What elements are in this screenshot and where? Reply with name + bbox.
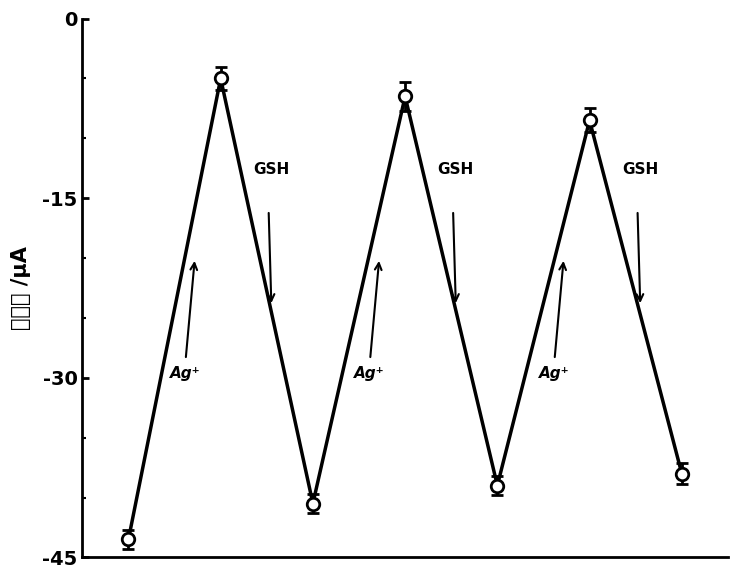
Text: Ag⁺: Ag⁺ <box>355 366 385 381</box>
Text: GSH: GSH <box>621 162 658 177</box>
Y-axis label: 峰电流 /μA: 峰电流 /μA <box>11 246 31 330</box>
Text: GSH: GSH <box>437 162 474 177</box>
Text: Ag⁺: Ag⁺ <box>170 366 200 381</box>
Text: GSH: GSH <box>253 162 289 177</box>
Text: Ag⁺: Ag⁺ <box>539 366 570 381</box>
